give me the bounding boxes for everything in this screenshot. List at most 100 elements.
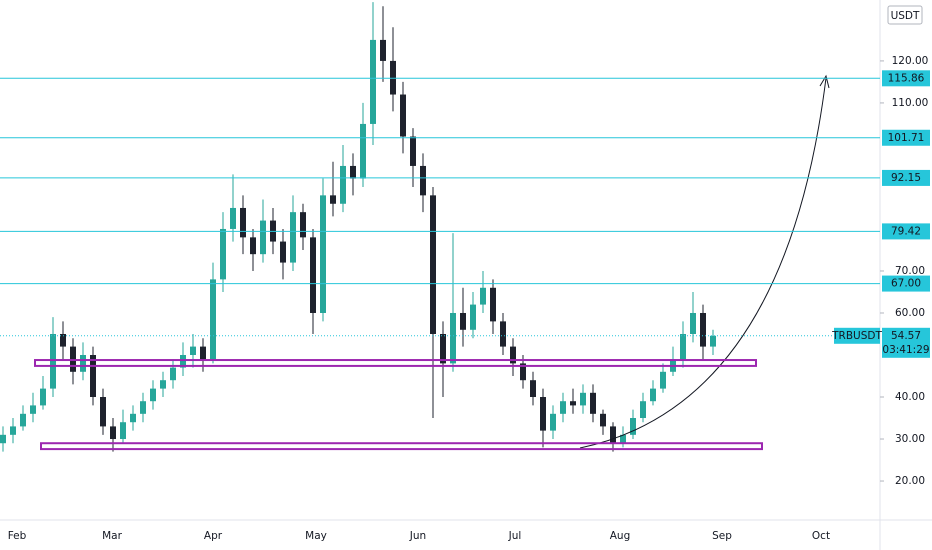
- candle-body: [20, 413, 26, 427]
- candle-body: [600, 413, 606, 427]
- y-tick-label: 70.00: [895, 265, 925, 277]
- candle-body: [650, 388, 656, 402]
- level-label-box: [882, 275, 930, 292]
- y-tick-label: 110.00: [892, 97, 929, 109]
- candle-body: [370, 39, 376, 124]
- x-tick-label: Jun: [409, 530, 426, 542]
- candle-body: [360, 123, 366, 179]
- currency-box[interactable]: [887, 5, 923, 25]
- level-label: 115.86: [888, 72, 925, 84]
- candle-body: [430, 195, 436, 334]
- candle-body: [640, 401, 646, 419]
- price-label: 54.57: [891, 330, 921, 342]
- candle-body: [210, 279, 216, 360]
- candle-body: [610, 426, 616, 444]
- candle-body: [700, 312, 706, 347]
- candle-body: [350, 165, 356, 179]
- candle-body: [460, 312, 466, 330]
- candle-body: [130, 413, 136, 423]
- candle-body: [490, 287, 496, 322]
- candle-body: [260, 220, 266, 255]
- level-label-box: [882, 169, 930, 186]
- candle-body: [580, 392, 586, 406]
- x-tick-label: Sep: [712, 530, 732, 542]
- candle-body: [250, 237, 256, 255]
- candle-body: [450, 312, 456, 364]
- candle-body: [180, 354, 186, 368]
- candle-body: [300, 212, 306, 238]
- candle-body: [500, 321, 506, 347]
- candle-body: [330, 195, 336, 204]
- level-label: 79.42: [891, 225, 921, 237]
- candle-body: [0, 434, 6, 444]
- candle-body: [660, 371, 666, 389]
- level-label: 101.71: [888, 132, 925, 144]
- x-tick-label: Oct: [812, 530, 830, 542]
- candle-body: [420, 165, 426, 196]
- y-tick-label: 60.00: [895, 307, 925, 319]
- price-box: [882, 327, 930, 358]
- candle-body: [190, 346, 196, 355]
- candle-body: [150, 388, 156, 402]
- candle-body: [570, 401, 576, 406]
- candle-body: [380, 39, 386, 61]
- level-label: 67.00: [891, 278, 921, 290]
- zone: [34, 359, 757, 367]
- candle-body: [440, 333, 446, 364]
- candle-body: [390, 60, 396, 95]
- level-label-box: [882, 70, 930, 87]
- candle-body: [230, 207, 236, 229]
- candle-body: [100, 397, 106, 427]
- candle-body: [60, 333, 66, 347]
- candle-body: [10, 426, 16, 435]
- level-label-box: [882, 129, 930, 146]
- candle-body: [110, 426, 116, 440]
- candle-body: [310, 237, 316, 313]
- candle-body: [520, 363, 526, 381]
- countdown-label: 03:41:29: [882, 344, 929, 356]
- candle-body: [80, 354, 86, 372]
- zone: [40, 442, 763, 451]
- y-tick-label: 30.00: [895, 433, 925, 445]
- x-tick-label: Apr: [204, 530, 223, 542]
- candle-body: [550, 413, 556, 431]
- candle-body: [120, 422, 126, 440]
- currency: USDT: [891, 10, 920, 22]
- x-tick-label: Aug: [610, 530, 631, 542]
- candle-body: [560, 401, 566, 414]
- y-tick-label: 20.00: [895, 475, 925, 487]
- y-tick-label: 120.00: [892, 55, 929, 67]
- symbol-box: [834, 327, 880, 344]
- y-tick-label: 40.00: [895, 391, 925, 403]
- candle-body: [630, 418, 636, 435]
- x-tick-label: May: [305, 530, 327, 542]
- candle-body: [410, 136, 416, 166]
- candle-body: [680, 333, 686, 360]
- candle-body: [620, 434, 626, 444]
- symbol-label: TRBUSDT: [831, 330, 882, 342]
- candle-body: [140, 401, 146, 414]
- projection-arrow: [579, 77, 827, 449]
- candle-body: [480, 287, 486, 305]
- level-label: 92.15: [891, 172, 921, 184]
- candle-body: [470, 304, 476, 330]
- candle-body: [50, 333, 56, 389]
- candle-body: [240, 207, 246, 238]
- candle-body: [90, 354, 96, 398]
- candle-body: [590, 392, 596, 414]
- candle-body: [280, 241, 286, 263]
- x-tick-label: Jul: [508, 530, 522, 542]
- candle-body: [340, 165, 346, 204]
- candle-body: [510, 346, 516, 364]
- level-label-box: [882, 223, 930, 240]
- candle-body: [220, 228, 226, 280]
- x-tick-label: Feb: [8, 530, 27, 542]
- candle-body: [170, 367, 176, 381]
- candle-body: [540, 397, 546, 431]
- candle-body: [290, 212, 296, 263]
- candle-body: [30, 405, 36, 414]
- candle-body: [320, 195, 326, 313]
- candle-body: [200, 346, 206, 360]
